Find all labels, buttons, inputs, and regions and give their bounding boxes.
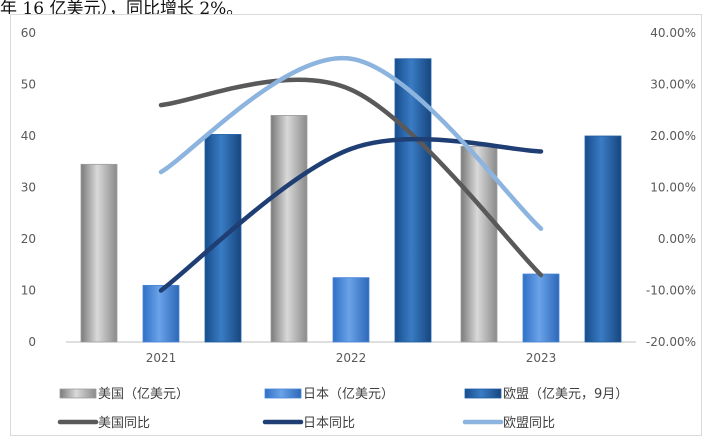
legend-label: 日本同比	[303, 416, 355, 431]
y2-tick-label: 40.00%	[650, 26, 696, 40]
y2-tick-label: -10.00%	[646, 284, 696, 298]
legend-swatch	[264, 388, 302, 399]
y-tick-label: 0	[28, 335, 36, 349]
legend-swatch	[59, 388, 97, 399]
y-tick-label: 10	[21, 284, 36, 298]
y2-tick-label: 20.00%	[650, 129, 696, 143]
x-tick-label: 2023	[526, 351, 557, 365]
y-tick-label: 40	[21, 129, 36, 143]
legend-label: 美国同比	[98, 416, 150, 431]
series-line	[158, 77, 544, 278]
y2-tick-label: 10.00%	[650, 181, 696, 195]
y-tick-label: 60	[21, 26, 36, 40]
top-caption-text: 年 16 亿美元），同比增长 2%。	[0, 0, 244, 14]
legend-label: 日本（亿美元）	[303, 387, 394, 402]
series-line	[158, 56, 544, 231]
bar	[394, 58, 432, 343]
legend-label: 欧盟同比	[503, 416, 555, 431]
y2-tick-label: 0.00%	[658, 232, 696, 246]
legend-swatch	[464, 388, 502, 399]
y2-tick-label: 30.00%	[650, 78, 696, 92]
y2-tick-label: -20.00%	[646, 335, 696, 349]
y-tick-label: 30	[21, 181, 36, 195]
bar	[522, 273, 560, 343]
bar	[332, 277, 370, 343]
bar	[270, 115, 308, 343]
legend-label: 欧盟（亿美元，9月）	[503, 387, 628, 402]
x-tick-label: 2021	[146, 351, 177, 365]
legend-label: 美国（亿美元）	[98, 387, 189, 402]
bar	[584, 135, 622, 343]
bar	[80, 163, 118, 343]
y-tick-label: 50	[21, 78, 36, 92]
series-line	[158, 136, 544, 293]
bar	[460, 145, 498, 343]
bar	[142, 284, 180, 343]
x-tick-label: 2022	[336, 351, 367, 365]
y-tick-label: 20	[21, 232, 36, 246]
